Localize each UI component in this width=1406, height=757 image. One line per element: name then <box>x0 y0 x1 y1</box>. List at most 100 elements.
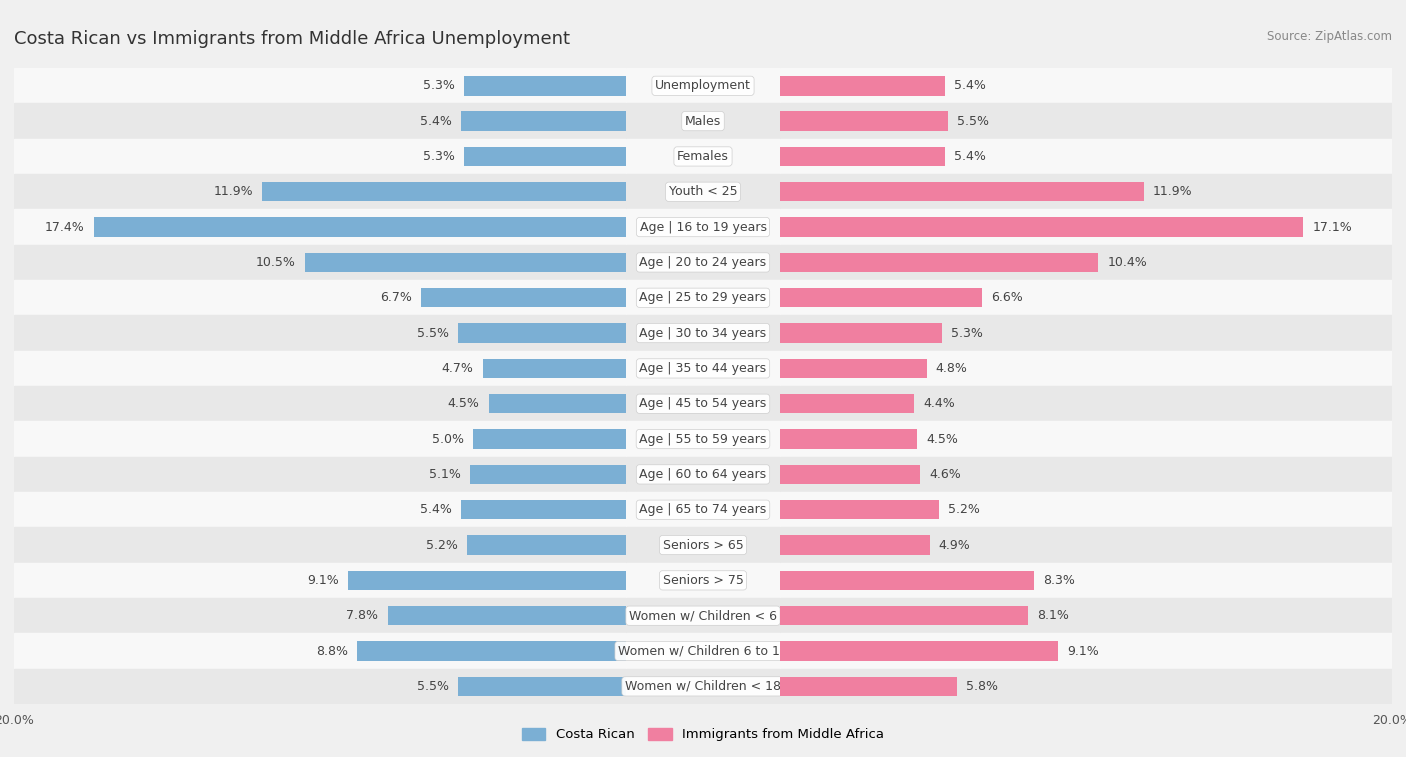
Text: 5.3%: 5.3% <box>950 326 983 340</box>
Text: 5.5%: 5.5% <box>416 680 449 693</box>
Text: 5.0%: 5.0% <box>432 432 464 446</box>
Bar <box>627 68 779 104</box>
Bar <box>779 350 1392 386</box>
Bar <box>779 147 945 166</box>
Text: 9.1%: 9.1% <box>1067 644 1099 658</box>
Bar <box>14 422 627 456</box>
Text: 5.3%: 5.3% <box>423 150 456 163</box>
Bar <box>627 139 779 174</box>
Bar <box>14 210 627 245</box>
Bar <box>464 76 627 95</box>
Bar <box>779 492 1392 528</box>
Text: Age | 65 to 74 years: Age | 65 to 74 years <box>640 503 766 516</box>
Bar <box>779 422 1392 456</box>
Text: Age | 55 to 59 years: Age | 55 to 59 years <box>640 432 766 446</box>
Text: 5.4%: 5.4% <box>420 114 451 128</box>
Bar <box>458 677 627 696</box>
Bar <box>779 111 948 131</box>
Text: 5.4%: 5.4% <box>955 79 986 92</box>
Text: 17.4%: 17.4% <box>45 220 84 234</box>
Bar <box>262 182 627 201</box>
Bar <box>627 280 779 316</box>
Bar <box>14 104 627 139</box>
Bar <box>779 245 1392 280</box>
Text: 6.7%: 6.7% <box>380 291 412 304</box>
Bar <box>14 528 627 562</box>
Bar <box>422 288 627 307</box>
Text: 10.5%: 10.5% <box>256 256 295 269</box>
Text: 4.8%: 4.8% <box>936 362 967 375</box>
Bar <box>779 104 1392 139</box>
Bar <box>779 217 1303 237</box>
Bar <box>779 677 957 696</box>
Text: 11.9%: 11.9% <box>1153 185 1192 198</box>
Text: 17.1%: 17.1% <box>1312 220 1353 234</box>
Bar <box>461 500 627 519</box>
Legend: Costa Rican, Immigrants from Middle Africa: Costa Rican, Immigrants from Middle Afri… <box>516 723 890 746</box>
Bar <box>627 456 779 492</box>
Bar <box>779 465 921 484</box>
Bar <box>627 492 779 528</box>
Text: Women w/ Children 6 to 17: Women w/ Children 6 to 17 <box>619 644 787 658</box>
Bar <box>779 394 914 413</box>
Bar <box>779 76 945 95</box>
Bar <box>779 253 1098 272</box>
Text: 5.4%: 5.4% <box>420 503 451 516</box>
Bar <box>14 598 627 634</box>
Bar <box>779 598 1392 634</box>
Bar <box>779 210 1392 245</box>
Text: 11.9%: 11.9% <box>214 185 253 198</box>
Bar <box>779 429 917 449</box>
Bar <box>94 217 627 237</box>
Text: 4.9%: 4.9% <box>939 538 970 552</box>
Text: Age | 25 to 29 years: Age | 25 to 29 years <box>640 291 766 304</box>
Bar <box>779 528 1392 562</box>
Text: 10.4%: 10.4% <box>1107 256 1147 269</box>
Text: Seniors > 75: Seniors > 75 <box>662 574 744 587</box>
Text: 7.8%: 7.8% <box>346 609 378 622</box>
Bar <box>779 280 1392 316</box>
Bar <box>627 210 779 245</box>
Bar <box>627 528 779 562</box>
Bar <box>627 174 779 210</box>
Bar <box>779 288 981 307</box>
Bar <box>627 350 779 386</box>
Text: 5.1%: 5.1% <box>429 468 461 481</box>
Bar <box>14 492 627 528</box>
Bar <box>627 316 779 350</box>
Bar <box>779 323 942 343</box>
Bar <box>779 668 1392 704</box>
Bar <box>14 668 627 704</box>
Bar <box>627 634 779 668</box>
Text: Age | 60 to 64 years: Age | 60 to 64 years <box>640 468 766 481</box>
Bar <box>779 386 1392 422</box>
Bar <box>14 386 627 422</box>
Bar <box>779 500 939 519</box>
Text: 4.7%: 4.7% <box>441 362 474 375</box>
Bar <box>779 571 1033 590</box>
Bar <box>779 606 1028 625</box>
Bar <box>627 668 779 704</box>
Bar <box>779 139 1392 174</box>
Bar <box>482 359 627 378</box>
Text: Women w/ Children < 18: Women w/ Children < 18 <box>626 680 780 693</box>
Bar <box>357 641 627 661</box>
Text: 5.3%: 5.3% <box>423 79 456 92</box>
Text: Women w/ Children < 6: Women w/ Children < 6 <box>628 609 778 622</box>
Bar <box>779 316 1392 350</box>
Bar <box>779 174 1392 210</box>
Text: Age | 35 to 44 years: Age | 35 to 44 years <box>640 362 766 375</box>
Bar <box>627 245 779 280</box>
Bar <box>14 316 627 350</box>
Text: Males: Males <box>685 114 721 128</box>
Bar <box>779 68 1392 104</box>
Bar <box>461 111 627 131</box>
Text: 5.4%: 5.4% <box>955 150 986 163</box>
Bar <box>14 280 627 316</box>
Bar <box>14 245 627 280</box>
Bar <box>14 456 627 492</box>
Bar <box>779 535 929 555</box>
Bar <box>779 562 1392 598</box>
Text: Age | 20 to 24 years: Age | 20 to 24 years <box>640 256 766 269</box>
Text: 5.5%: 5.5% <box>957 114 990 128</box>
